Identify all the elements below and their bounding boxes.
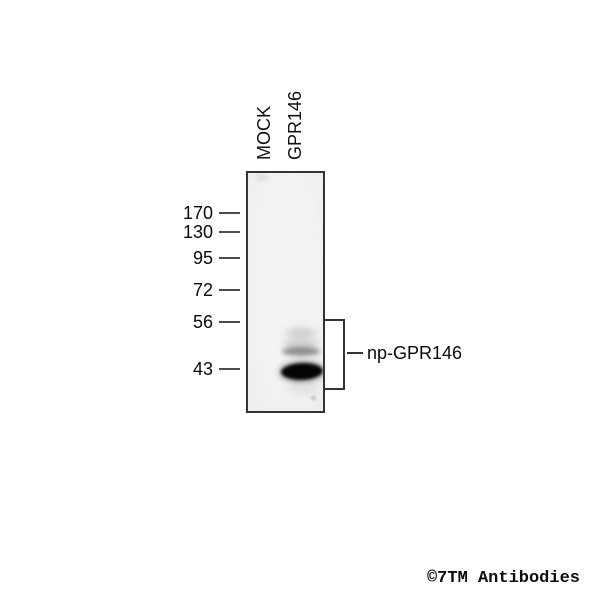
lane-label-mock: MOCK bbox=[254, 106, 274, 160]
mw-label-72: 72 bbox=[192, 280, 213, 300]
bracket-bottom-arm bbox=[325, 388, 345, 390]
bracket-vertical bbox=[343, 319, 345, 390]
protein-band-strong bbox=[280, 362, 323, 381]
mw-tick-43 bbox=[219, 368, 240, 370]
membrane-smudge bbox=[256, 175, 268, 180]
mw-label-95: 95 bbox=[192, 248, 213, 268]
mw-label-170: 170 bbox=[182, 203, 213, 223]
band-annotation-label: np-GPR146 bbox=[367, 343, 463, 363]
mw-tick-170 bbox=[219, 212, 240, 214]
protein-band-faint bbox=[282, 347, 320, 356]
bracket-top-arm bbox=[325, 319, 345, 321]
lane-label-gpr146: GPR146 bbox=[285, 90, 305, 160]
blot-membrane bbox=[246, 171, 325, 413]
mw-tick-95 bbox=[219, 257, 240, 259]
mw-tick-130 bbox=[219, 231, 240, 233]
mw-label-130: 130 bbox=[182, 222, 213, 242]
mw-tick-56 bbox=[219, 321, 240, 323]
mw-tick-72 bbox=[219, 289, 240, 291]
membrane-smudge bbox=[311, 396, 316, 400]
membrane-smudge bbox=[286, 383, 318, 393]
mw-label-43: 43 bbox=[192, 359, 213, 379]
protein-band-very-faint bbox=[283, 339, 319, 349]
copyright-text: ©7TM Antibodies bbox=[426, 569, 580, 588]
protein-band-very-faint bbox=[286, 328, 316, 338]
bracket-connector bbox=[347, 352, 363, 354]
mw-label-56: 56 bbox=[192, 312, 213, 332]
